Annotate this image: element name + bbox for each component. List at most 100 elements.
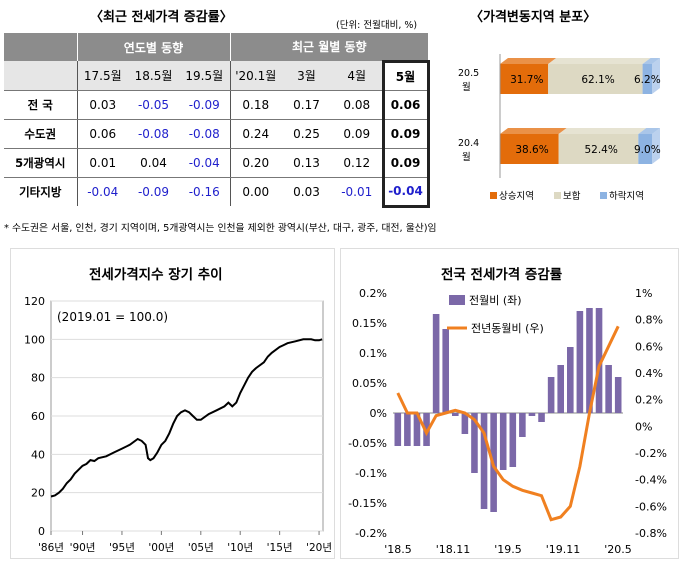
- table-cell: 0.03: [76, 90, 128, 120]
- table-cell: 0.24: [229, 119, 281, 149]
- mom-bar: [614, 377, 622, 413]
- y-tick-label: 40: [31, 448, 45, 461]
- unit-label: (단위: 전월대비, %): [336, 20, 418, 31]
- col-header: 17.5월: [76, 61, 128, 91]
- mom-bar: [423, 413, 430, 446]
- table-cell: -0.16: [188, 184, 220, 199]
- distribution-chart: 20.5 월 31.7% 62.1% 6.2% 20.4 월 38.6% 52.4% 9.0% 상승…: [458, 54, 661, 202]
- table-cell: -0.05: [128, 90, 179, 120]
- index-annotation: (2019.01 = 100.0): [57, 310, 168, 324]
- mom-bar: [538, 413, 545, 422]
- x-tick-label: '15년: [267, 542, 293, 554]
- bar-segment: [558, 134, 639, 164]
- left-y-tick-label: 0.05%: [352, 377, 387, 390]
- data-label: 31.7%: [510, 74, 543, 86]
- right-y-tick-label: -0.8%: [635, 527, 667, 540]
- bar-segment: [642, 64, 652, 94]
- col-header: 3월: [281, 61, 332, 91]
- x-tick-label: '20.5: [604, 543, 632, 556]
- left-y-tick-label: -0.2%: [355, 527, 387, 540]
- col-header: 4월: [332, 61, 383, 91]
- mom-bar: [595, 308, 603, 413]
- y-tick-label: 100: [24, 333, 45, 346]
- data-label: 6.2%: [634, 74, 661, 86]
- bar-top: [548, 58, 651, 64]
- table-cell: 0.20: [229, 148, 281, 178]
- bar-segment: [500, 134, 559, 164]
- category-label: 월: [462, 81, 471, 93]
- y-tick-label: 120: [24, 295, 45, 308]
- bar-top: [500, 58, 557, 64]
- legend-swatch: [554, 192, 561, 199]
- table-cell: -0.04: [381, 177, 430, 208]
- legend-label: 보합: [563, 191, 581, 202]
- growth-chart-title: 전국 전세가격 증감률: [441, 267, 563, 283]
- mom-bar: [576, 311, 584, 413]
- legend-swatch: [449, 295, 465, 305]
- right-y-tick-label: 0.4%: [635, 367, 663, 380]
- left-y-tick-label: -0.15%: [348, 497, 387, 510]
- left-y-tick-label: 0.2%: [359, 287, 387, 300]
- table-cell: 0.17: [281, 90, 332, 120]
- mom-bar: [480, 413, 488, 509]
- right-y-tick-label: -0.2%: [635, 447, 667, 460]
- bar-segment: [638, 134, 652, 164]
- group-monthly-header: 최근 월별 동향: [229, 33, 428, 61]
- col-header: 19.5월: [179, 61, 230, 91]
- legend-swatch: [490, 192, 497, 199]
- mom-bar: [404, 413, 411, 446]
- growth-chart: -0.2% -0.15% -0.1% -0.05% 0% 0.05% 0.1% 0.15% 0.…: [348, 287, 667, 556]
- index-chart-panel: 전세가격지수 장기 추이 0 20 40 60 80 100 120 '86년 '90년 '95년…: [10, 248, 335, 559]
- row-label: 기타지방: [19, 184, 62, 199]
- bar-segment: [500, 64, 549, 94]
- table-cell: 0.06: [381, 90, 430, 120]
- left-y-tick-label: 0.15%: [352, 317, 387, 330]
- right-y-tick-label: 1%: [635, 287, 652, 300]
- table-cell: -0.04: [179, 148, 230, 178]
- table-row: 기타지방 -0.04 -0.09 -0.16 0.00 0.03 -0.01 -0.04: [4, 177, 430, 208]
- table-cell: 0.09: [332, 119, 383, 149]
- bar-top: [558, 128, 647, 134]
- table-cell: -0.09: [137, 184, 170, 199]
- table-cell: -0.08: [179, 119, 230, 149]
- right-y-tick-label: -0.6%: [635, 500, 667, 513]
- table-title: 〈최근 전세가격 증감률〉: [90, 10, 233, 25]
- table-cell: 0.03: [293, 184, 320, 199]
- footnote: * 수도권은 서울, 인천, 경기 지역이며, 5개광역시는 인천을 제외한 광…: [4, 223, 437, 234]
- mom-bar: [557, 365, 564, 413]
- legend-label: 전월비 (좌): [469, 294, 522, 307]
- col-header: 18.5월: [128, 61, 179, 91]
- distribution-title: 〈가격변동지역 분포〉: [470, 10, 597, 25]
- y-tick-label: 0: [38, 525, 45, 538]
- left-y-tick-label: -0.1%: [355, 467, 387, 480]
- x-tick-label: '19.5: [494, 543, 522, 556]
- col-header: '20.1월: [229, 61, 281, 91]
- table-cell: -0.09: [179, 90, 230, 120]
- x-tick-label: '20년: [306, 542, 332, 554]
- table-cell: -0.01: [341, 184, 373, 199]
- legend-label: 상승지역: [499, 191, 534, 202]
- table-cell: 0.09: [381, 119, 430, 149]
- right-y-tick-label: 0%: [635, 420, 652, 433]
- row-label: 5개광역시: [4, 148, 77, 178]
- col-header-highlight: 5월: [381, 59, 430, 91]
- legend-swatch: [600, 192, 607, 199]
- right-y-tick-label: -0.4%: [635, 474, 667, 487]
- legend-label: 전년동월비 (우): [471, 322, 544, 335]
- left-y-tick-label: 0.1%: [359, 347, 387, 360]
- mom-bar: [432, 314, 440, 413]
- x-tick-label: '18.5: [384, 543, 412, 556]
- table-cell: 0.00: [229, 177, 281, 206]
- table-row: 5개광역시 0.01 0.04 -0.04 0.20 0.13 0.12 0.09: [4, 148, 430, 178]
- table-cell: -0.04: [76, 177, 128, 206]
- table-cell: 0.01: [76, 148, 128, 178]
- right-y-tick-label: 0.8%: [635, 314, 663, 327]
- growth-chart-panel: 전국 전세가격 증감률 -0.2% -0.15% -0.1% -0.05% 0% 0.05…: [340, 248, 679, 559]
- y-tick-label: 80: [31, 372, 45, 385]
- bar-segment: [548, 64, 643, 94]
- y-tick-label: 20: [31, 487, 45, 500]
- table-cell: 0.04: [128, 148, 179, 178]
- data-label: 38.6%: [515, 144, 548, 156]
- mom-bar: [471, 413, 478, 473]
- table-cell: 0.09: [381, 148, 430, 178]
